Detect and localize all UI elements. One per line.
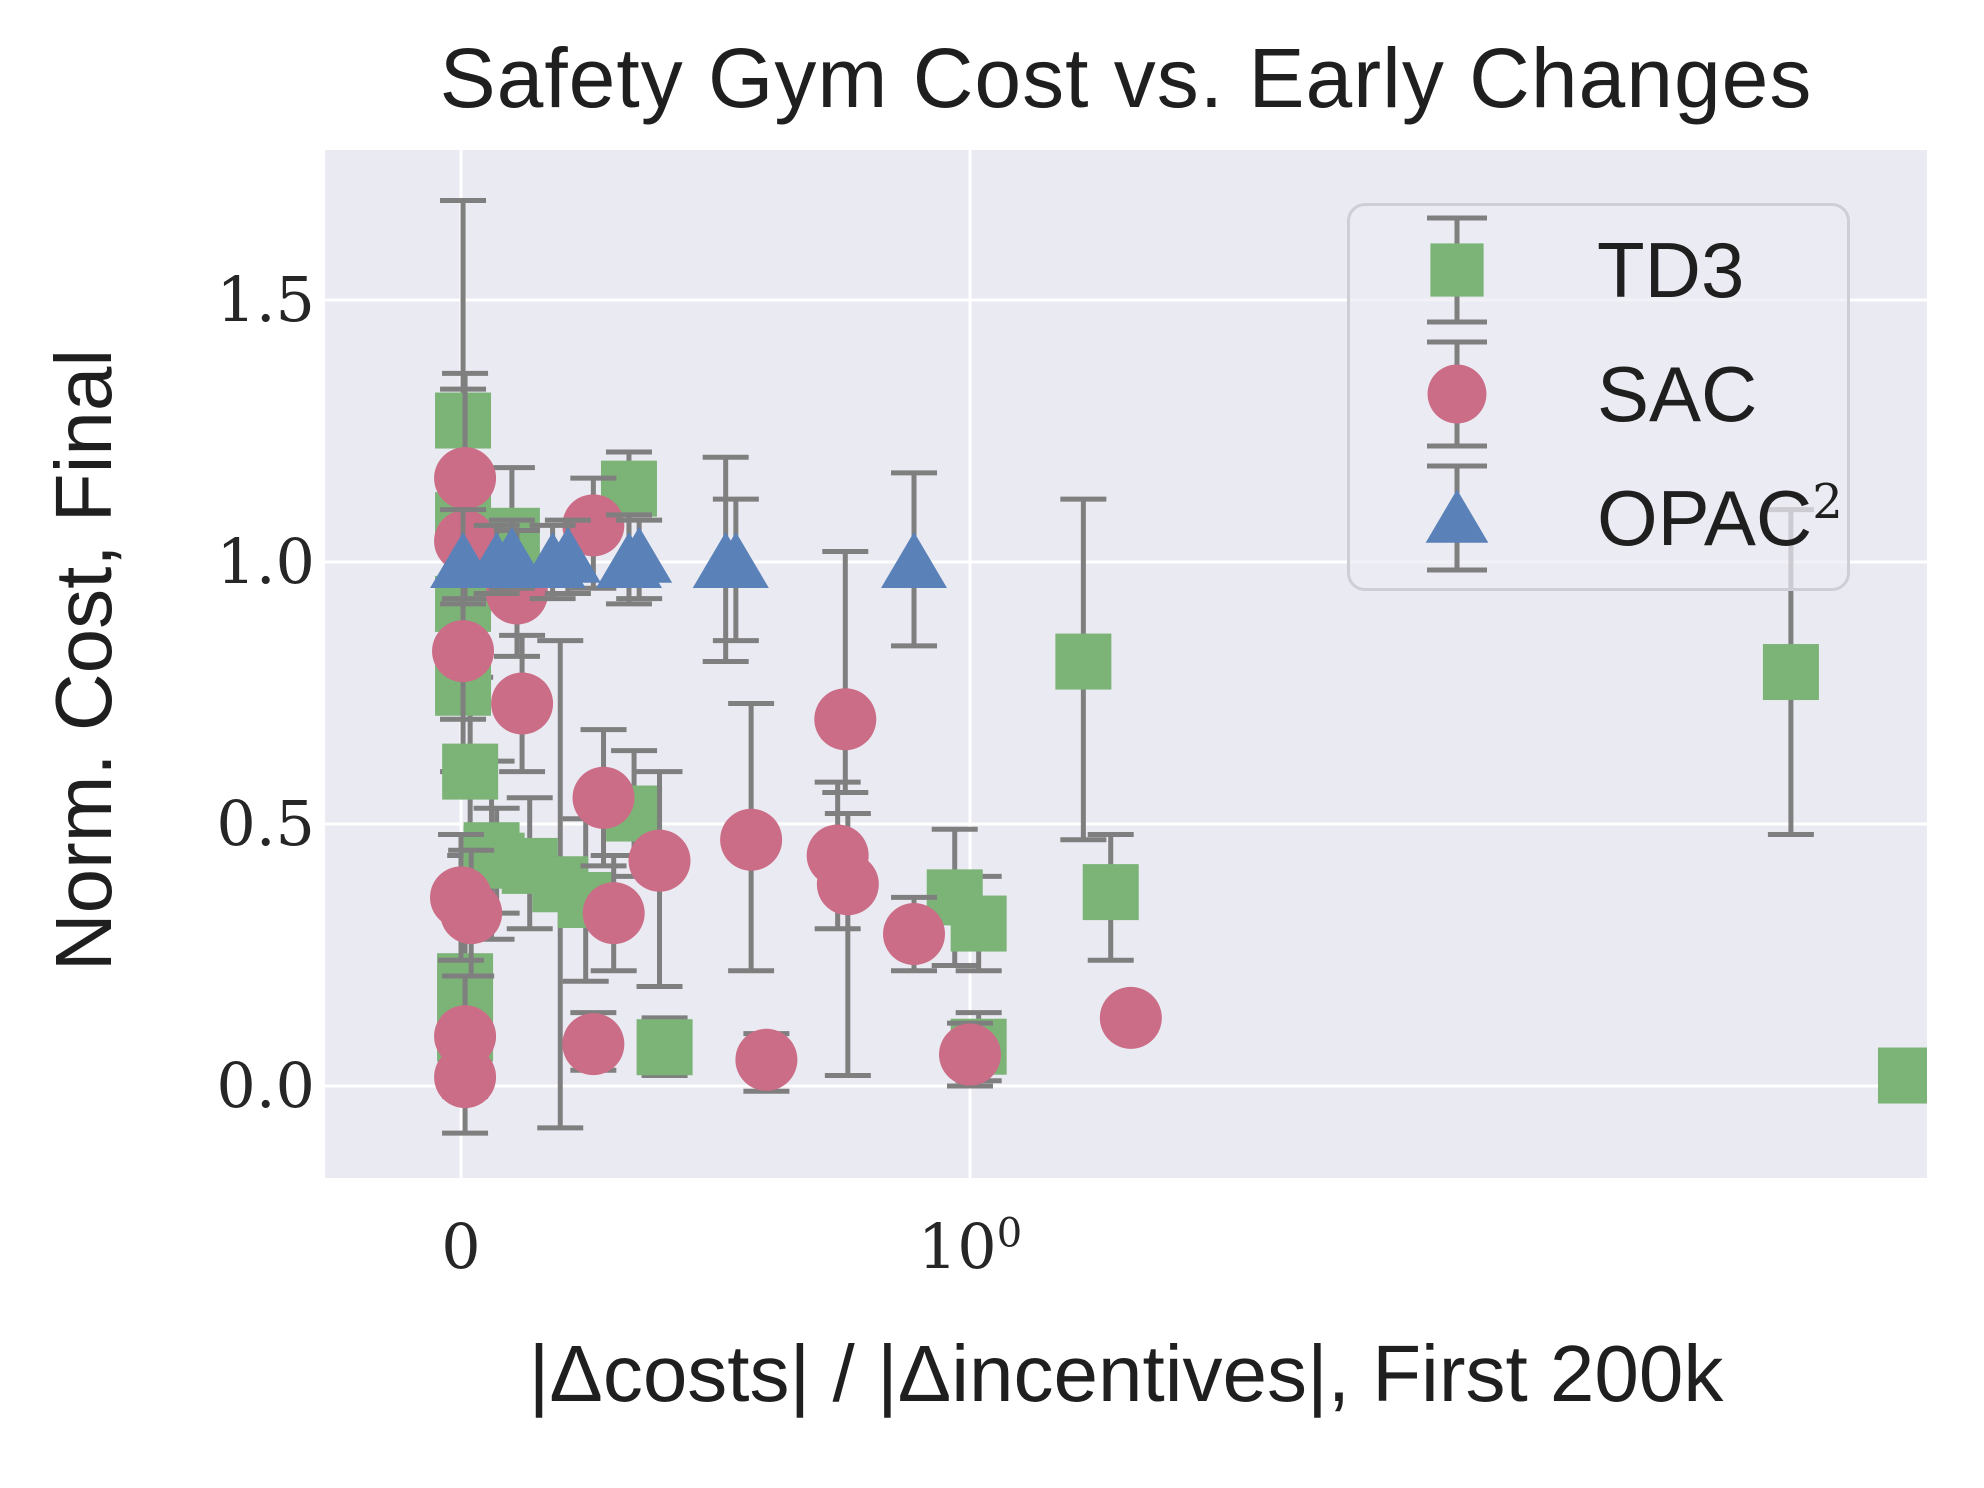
y-tick-label: 0.5 xyxy=(216,787,315,860)
triangle-marker xyxy=(534,526,601,583)
td3-square-icon xyxy=(1427,215,1487,325)
triangle-marker xyxy=(606,526,673,583)
circle-marker xyxy=(814,688,877,751)
legend-label: TD3 xyxy=(1597,225,1745,314)
triangle-marker xyxy=(881,532,948,588)
circle-marker xyxy=(735,1028,798,1091)
circle-marker xyxy=(491,672,554,735)
circle-marker xyxy=(1099,986,1162,1049)
opac2-triangle-icon xyxy=(1425,463,1489,573)
square-marker xyxy=(1877,1047,1927,1104)
circle-marker xyxy=(562,1013,625,1076)
square-marker xyxy=(950,895,1007,952)
y-axis-label: Norm. Cost, Final xyxy=(39,348,128,972)
y-tick-label: 1.5 xyxy=(216,263,315,336)
triangle-marker xyxy=(478,526,545,583)
chart-title: Safety Gym Cost vs. Early Changes xyxy=(439,31,1813,125)
x-tick-label: 100 xyxy=(917,1210,1023,1283)
circle-marker xyxy=(939,1023,1001,1086)
legend-label: OPAC2 xyxy=(1597,473,1843,562)
circle-marker xyxy=(434,447,497,510)
circle-marker xyxy=(883,903,946,966)
circle-marker xyxy=(720,808,783,871)
plot-area xyxy=(325,150,1927,1178)
circle-marker xyxy=(572,766,635,829)
sac-circle-icon xyxy=(1427,339,1487,449)
circle-marker xyxy=(562,494,625,557)
y-tick-label: 0.0 xyxy=(216,1049,315,1122)
series-triangle xyxy=(430,454,948,665)
x-axis-label: |Δcosts| / |Δincentives|, First 200k xyxy=(528,1329,1724,1418)
square-marker xyxy=(1082,864,1139,921)
series-circle xyxy=(430,370,1162,1136)
circle-marker xyxy=(434,1046,497,1109)
triangle-marker xyxy=(702,532,769,588)
x-tick-label: 0 xyxy=(441,1210,481,1283)
legend-item-td3: TD3 xyxy=(1350,208,1847,332)
circle-marker xyxy=(816,853,879,916)
legend-item-opac2: OPAC2 xyxy=(1350,456,1847,580)
circle-marker xyxy=(628,829,691,892)
circle-marker xyxy=(432,620,495,683)
legend-label: SAC xyxy=(1597,349,1758,438)
square-marker xyxy=(1762,644,1819,701)
square-marker xyxy=(442,743,499,800)
square-marker xyxy=(1055,633,1112,690)
square-marker xyxy=(1430,243,1484,297)
circle-marker xyxy=(1427,364,1487,424)
circle-marker xyxy=(582,882,645,945)
y-tick-label: 1.0 xyxy=(216,525,315,598)
square-marker xyxy=(636,1019,693,1076)
legend: TD3 SAC OPAC2 xyxy=(1347,203,1850,591)
triangle-marker xyxy=(1425,489,1489,543)
legend-item-sac: SAC xyxy=(1350,332,1847,456)
circle-marker xyxy=(440,882,503,945)
